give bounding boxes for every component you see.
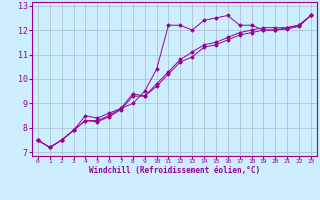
X-axis label: Windchill (Refroidissement éolien,°C): Windchill (Refroidissement éolien,°C): [89, 166, 260, 175]
